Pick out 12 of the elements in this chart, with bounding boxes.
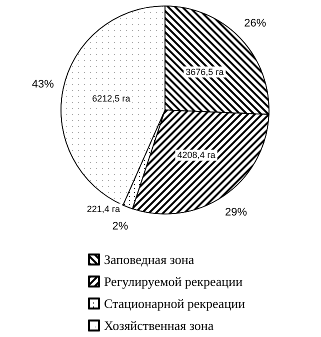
text: 43%: [32, 78, 54, 90]
data-label: 4208,4 га: [177, 150, 216, 160]
legend-label: Хозяйственная зона: [104, 318, 214, 333]
text: 26%: [244, 18, 266, 30]
data-label: 221,4 га: [86, 204, 120, 214]
legend-label: Регулируемой рекреации: [104, 274, 243, 289]
data-label: 6212,5 га: [92, 94, 130, 104]
data-label: 3676,5 га: [186, 66, 224, 77]
text: 2%: [112, 220, 128, 232]
legend-label: Заповедная зона: [104, 252, 194, 267]
legend-label: Стационарной рекреации: [104, 296, 246, 311]
text: 29%: [224, 206, 248, 219]
